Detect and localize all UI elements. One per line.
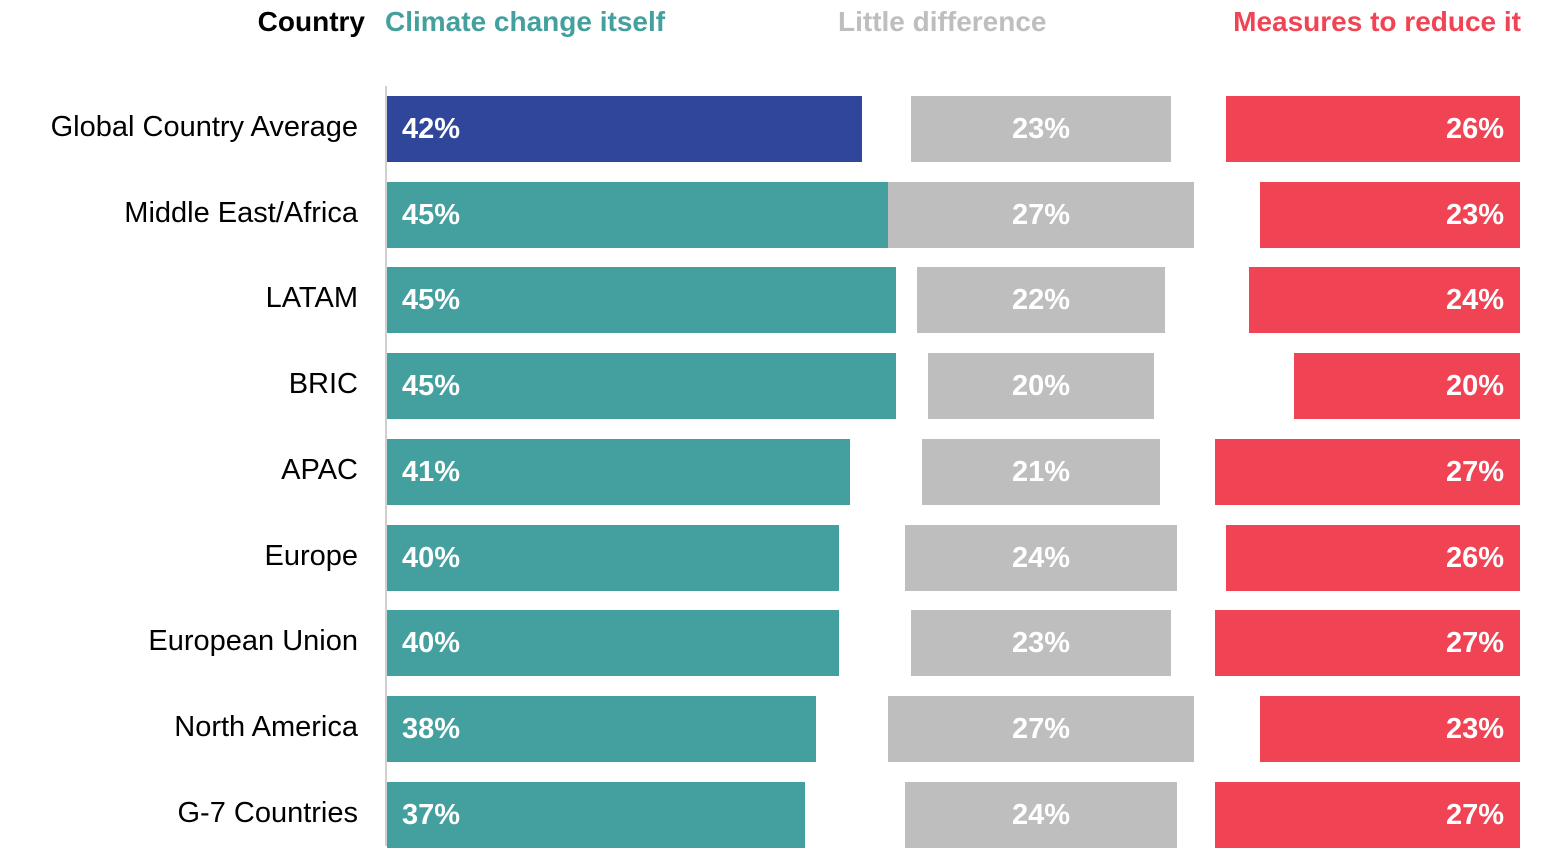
measures-bar xyxy=(1214,610,1520,676)
row-label: Global Country Average xyxy=(50,111,358,143)
measures-bar xyxy=(1260,182,1520,248)
little-difference-bar xyxy=(922,439,1160,505)
little-difference-bar-label: 24% xyxy=(1011,542,1070,574)
row-label: G-7 Countries xyxy=(177,797,358,829)
climate-bar xyxy=(387,782,806,848)
climate-bar-label: 37% xyxy=(402,799,461,831)
climate-bar xyxy=(387,525,839,591)
little-difference-bar xyxy=(888,182,1194,248)
measures-bar xyxy=(1214,439,1520,505)
climate-bar-label: 38% xyxy=(402,713,461,745)
measures-bar-label: 27% xyxy=(1445,799,1504,831)
measures-bar-label: 20% xyxy=(1445,370,1504,402)
measures-bar xyxy=(1294,353,1520,419)
row-label: Europe xyxy=(264,540,358,572)
little-difference-bar-label: 21% xyxy=(1011,456,1071,488)
little-difference-bar-label: 27% xyxy=(1011,199,1070,231)
measures-bar-label: 23% xyxy=(1445,199,1504,231)
country-header: Country xyxy=(257,6,365,37)
measures-bar-label: 26% xyxy=(1445,113,1504,145)
little-difference-bar xyxy=(905,782,1177,848)
little-difference-bar-label: 24% xyxy=(1011,799,1070,831)
little-difference-bar xyxy=(888,696,1194,762)
little-difference-bar xyxy=(911,96,1171,162)
row-label: LATAM xyxy=(265,282,358,314)
climate-bar xyxy=(387,353,896,419)
climate-bar xyxy=(387,610,839,676)
little-difference-bar xyxy=(916,267,1166,333)
climate-bar-label: 42% xyxy=(402,113,461,145)
measures-bar xyxy=(1260,696,1520,762)
measures-bar xyxy=(1214,782,1520,848)
climate-bar-label: 45% xyxy=(402,370,461,402)
climate-bar-label: 40% xyxy=(402,542,461,574)
little-difference-bar-label: 27% xyxy=(1011,713,1070,745)
row-label: European Union xyxy=(148,625,358,657)
little-difference-bar xyxy=(905,525,1177,591)
climate-bar xyxy=(387,182,896,248)
climate-change-header: Climate change itself xyxy=(385,6,666,37)
axis-line xyxy=(385,86,387,846)
measures-header: Measures to reduce it xyxy=(1233,6,1521,37)
row-label: North America xyxy=(174,711,358,743)
little-difference-bar xyxy=(911,610,1171,676)
measures-bar-label: 23% xyxy=(1445,713,1504,745)
little-difference-bar-label: 23% xyxy=(1011,113,1071,145)
little-difference-header: Little difference xyxy=(838,6,1047,37)
climate-bar-label: 45% xyxy=(402,199,461,231)
little-difference-bar-label: 20% xyxy=(1011,370,1071,402)
row-label: BRIC xyxy=(288,368,358,400)
measures-bar-label: 26% xyxy=(1445,542,1504,574)
little-difference-bar-label: 22% xyxy=(1011,284,1070,316)
climate-bar xyxy=(387,696,817,762)
row-label: APAC xyxy=(281,454,358,486)
measures-bar-label: 27% xyxy=(1445,627,1504,659)
little-difference-bar-label: 23% xyxy=(1011,627,1071,659)
measures-bar xyxy=(1226,96,1520,162)
measures-bar xyxy=(1226,525,1520,591)
measures-bar-label: 24% xyxy=(1445,284,1504,316)
climate-bar xyxy=(387,439,851,505)
row-label: Middle East/Africa xyxy=(124,197,358,229)
climate-bar-label: 45% xyxy=(402,284,461,316)
climate-bar xyxy=(387,96,862,162)
climate-bar xyxy=(387,267,896,333)
little-difference-bar xyxy=(928,353,1154,419)
climate-bar-label: 40% xyxy=(402,627,461,659)
measures-bar-label: 27% xyxy=(1445,456,1504,488)
measures-bar xyxy=(1248,267,1520,333)
climate-bar-label: 41% xyxy=(402,456,461,488)
